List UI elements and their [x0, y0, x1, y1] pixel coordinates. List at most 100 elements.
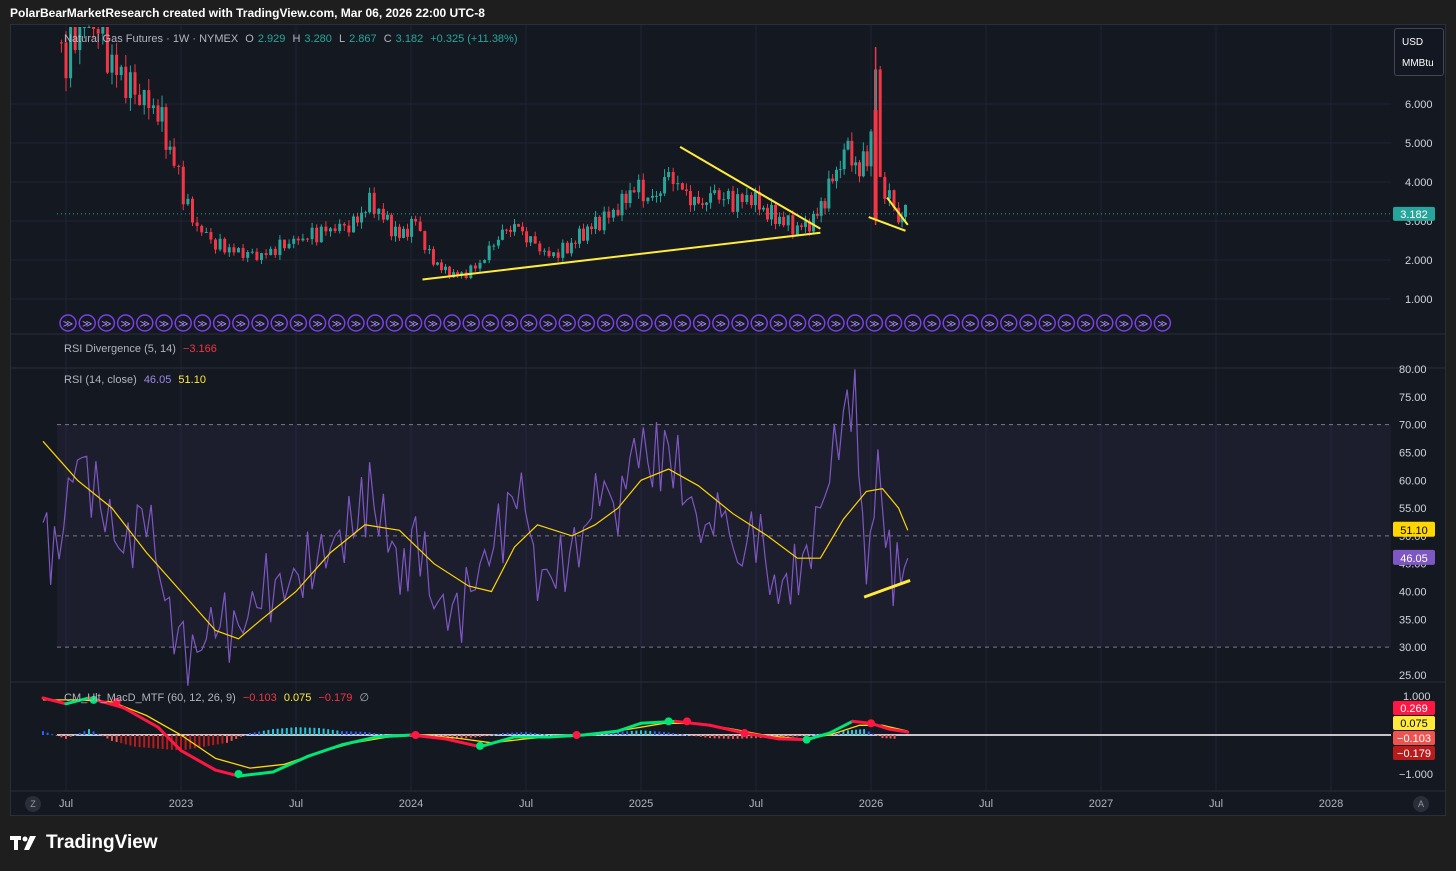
candle-body [869, 131, 873, 167]
candle-body [753, 192, 757, 206]
candle-body [301, 238, 305, 241]
candle-body [565, 242, 569, 254]
macd-value-badge [1393, 746, 1435, 760]
macd-histogram-bar [377, 733, 380, 735]
candle-body [533, 236, 537, 244]
macd-line-segment [444, 737, 482, 749]
candle-body [241, 248, 245, 258]
divergence-marker-icon [366, 314, 384, 332]
macd-histogram-bar [889, 735, 892, 739]
divergence-marker-icon [1019, 314, 1037, 332]
divergence-marker-glyph: ≫ [216, 319, 226, 330]
x-tick-label: Jul [1209, 798, 1223, 810]
macd-histogram-bar [885, 735, 888, 739]
candle-body [616, 209, 620, 216]
macd-histogram-bar [364, 731, 366, 735]
macd-line-segment [340, 735, 378, 747]
divergence-marker-icon [1153, 314, 1172, 332]
macd-histogram-bar [502, 733, 504, 735]
divergence-marker-glyph: ≫ [812, 319, 822, 330]
macd-histogram-bar [713, 735, 716, 739]
macd-histogram-bar [157, 735, 159, 749]
candle-body [529, 236, 533, 243]
candle-body [186, 198, 190, 205]
candle-body [582, 228, 585, 241]
divergence-marker-glyph: ≫ [408, 319, 418, 330]
divergence-marker-glyph: ≫ [63, 319, 73, 330]
macd-line-segment [828, 719, 855, 735]
zoom-reset-button[interactable]: Z [25, 796, 41, 812]
candle-body [347, 225, 351, 233]
macd-histogram-bar [304, 727, 307, 735]
divergence-marker-glyph: ≫ [888, 319, 898, 330]
candle-body [59, 42, 63, 44]
divergence-marker-glyph: ≫ [236, 319, 246, 330]
macd-histogram-bar [83, 731, 86, 735]
macd-line-segment [41, 696, 68, 706]
candle-body [861, 151, 865, 177]
rsi-trendline [863, 579, 911, 599]
candle-body [590, 226, 594, 230]
macd-histogram-bar [55, 735, 58, 736]
divergence-marker-icon [769, 314, 788, 332]
symbol-label: Natural Gas Futures · 1W · NYMEX [64, 33, 239, 45]
chart-canvas[interactable]: Jul 2023 Jul 2024 Jul 2025 Jul 2026 Jul 2027 Jul 20… [11, 25, 1445, 815]
macd-tick-label: 1.000 [1403, 691, 1431, 703]
auto-scale-button[interactable]: A [1413, 796, 1429, 812]
macd-histogram-bar [460, 735, 463, 739]
macd-histogram-bar [483, 735, 486, 737]
macd-histogram-bar [782, 735, 785, 738]
candle-body [418, 221, 422, 232]
macd-histogram-bar [814, 734, 817, 736]
candle-body [478, 262, 482, 269]
x-tick-label: Jul [59, 798, 73, 810]
candle-body [838, 169, 842, 171]
macd-histogram-bar [253, 732, 256, 735]
candle-body [69, 27, 73, 79]
macd-signal-line [43, 699, 908, 769]
macd-value-badge-label: −0.103 [1397, 733, 1431, 745]
divergence-marker-glyph: ≫ [447, 319, 457, 330]
divergence-marker-icon [942, 314, 960, 332]
divergence-marker-icon [577, 314, 596, 332]
macd-histogram-bar [285, 727, 288, 735]
rsi-divergence-legend: RSI Divergence (5, 14) −3.166 [64, 343, 221, 355]
macd-value-badge-label: −0.179 [1397, 748, 1431, 760]
macd-histogram-bar [368, 732, 371, 735]
macd-histogram-bar [465, 735, 468, 739]
divergence-marker-icon [424, 314, 442, 332]
price-trendline [422, 231, 821, 281]
candle-body [260, 253, 263, 260]
macd-histogram-bar [152, 735, 155, 749]
candle-body [460, 272, 464, 276]
candle-body [778, 216, 782, 224]
macd-histogram-bar [101, 735, 104, 737]
price-trendline [679, 146, 821, 230]
macd-cross-dot [89, 695, 98, 704]
divergence-marker-glyph: ≫ [1042, 319, 1052, 330]
macd-cross-dot [740, 729, 749, 738]
macd-histogram-bar [318, 727, 320, 735]
candle-body [78, 27, 82, 51]
macd-histogram-bar [626, 731, 629, 735]
unit-selector[interactable]: USD MMBtu [1394, 28, 1444, 76]
macd-histogram-bar [299, 727, 302, 735]
macd-cross-dot [572, 731, 581, 739]
macd-histogram-bar [161, 735, 164, 750]
candle-body [827, 178, 831, 209]
candle-body [319, 226, 323, 243]
macd-histogram-bar [203, 735, 205, 747]
macd-histogram-bar [732, 735, 734, 739]
candle-body [310, 227, 314, 240]
macd-tick-label: −1.000 [1399, 769, 1433, 781]
candle-body [803, 221, 807, 227]
chart-frame[interactable]: Jul 2023 Jul 2024 Jul 2025 Jul 2026 Jul 2027 Jul 20… [10, 24, 1446, 816]
macd-histogram-bar [667, 732, 670, 735]
macd-histogram-bar [124, 735, 127, 745]
rsi-tick-label: 65.00 [1399, 447, 1427, 459]
candle-body [637, 179, 641, 193]
macd-histogram-bar [635, 730, 638, 735]
macd-cross-dot [683, 717, 691, 726]
candle-body [492, 245, 496, 247]
macd-cross-dot [664, 717, 673, 726]
